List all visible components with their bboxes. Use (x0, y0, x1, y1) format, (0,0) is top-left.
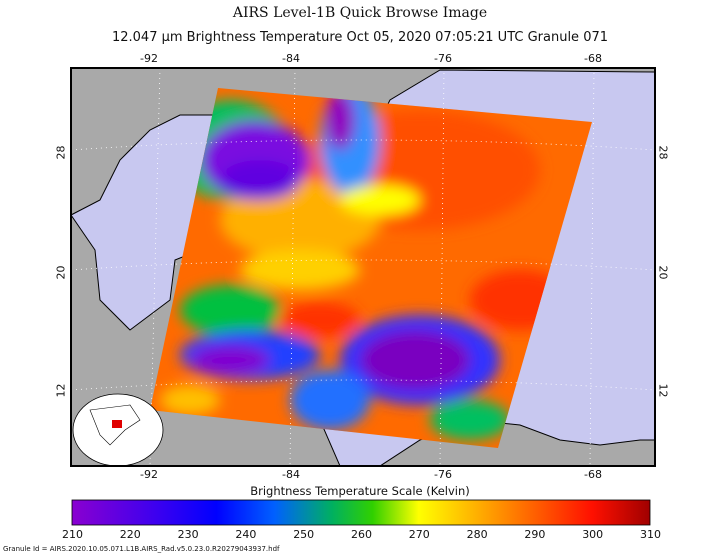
lon-label-bottom: -76 (434, 468, 452, 481)
image-title: AIRS Level-1B Quick Browse Image (232, 5, 488, 21)
lon-label-top: -92 (140, 52, 158, 65)
colorbar-tick-label: 260 (351, 528, 372, 541)
locator-globe-inset (72, 393, 164, 466)
colorbar-tick-label: 210 (62, 528, 83, 541)
colorbar-tick-label: 250 (293, 528, 315, 541)
colorbar-tick-label: 230 (177, 528, 199, 541)
colorbar-tick-label: 310 (640, 528, 661, 541)
lon-label-bottom: -92 (140, 468, 158, 481)
map-frame (70, 67, 656, 467)
colorbar-tick-label: 240 (235, 528, 257, 541)
colorbar (71, 499, 651, 526)
colorbar-tick-label: 270 (408, 528, 430, 541)
colorbar-tick-label: 220 (119, 528, 141, 541)
colorbar-tick-label: 280 (466, 528, 488, 541)
brightness-temperature-swath (150, 88, 592, 448)
image-subtitle: 12.047 µm Brightness Temperature Oct 05,… (111, 30, 609, 45)
lon-label-top: -84 (282, 52, 300, 65)
colorbar-tick-label: 290 (524, 528, 546, 541)
lon-label-bottom: -68 (584, 468, 602, 481)
colorbar-title: Brightness Temperature Scale (Kelvin) (250, 484, 470, 498)
colorbar-tick-label: 300 (582, 528, 604, 541)
lon-label-top: -76 (434, 52, 452, 65)
granule-id: Granule Id = AIRS.2020.10.05.071.L1B.AIR… (3, 545, 280, 553)
lon-label-bottom: -84 (282, 468, 300, 481)
lon-label-top: -68 (584, 52, 602, 65)
